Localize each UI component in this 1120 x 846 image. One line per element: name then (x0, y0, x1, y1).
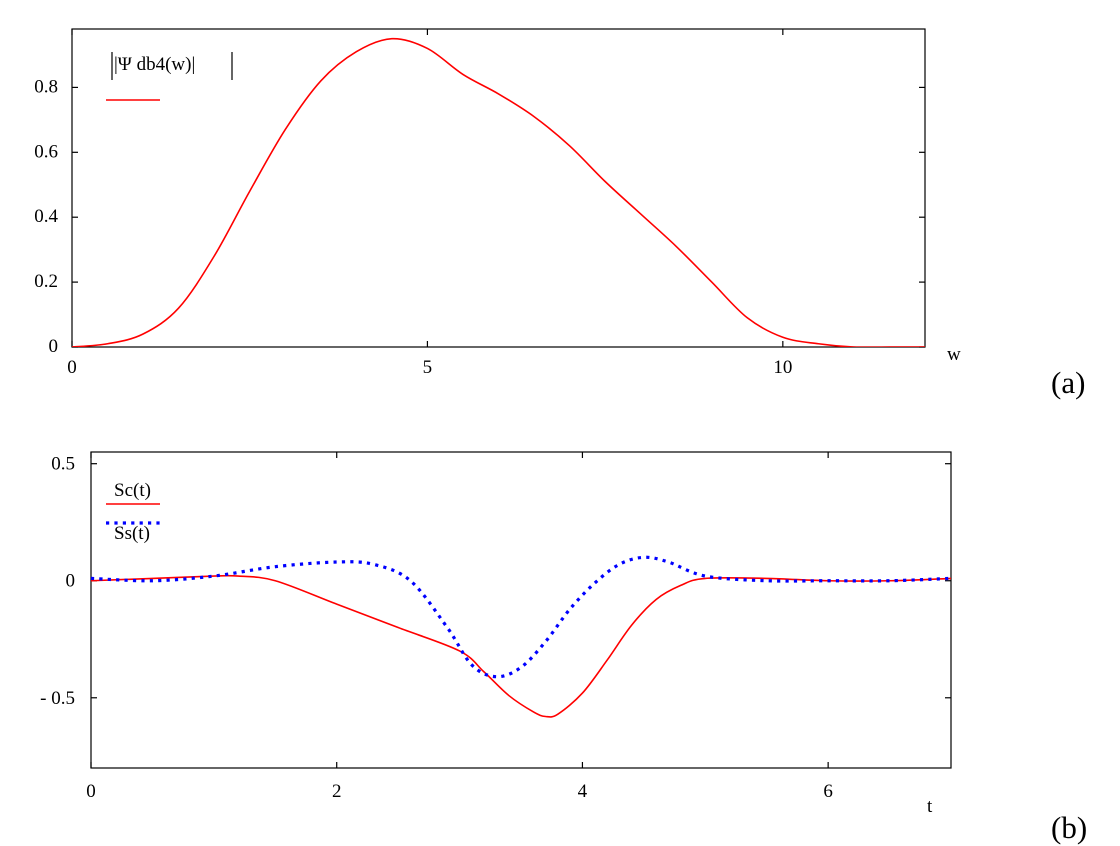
data-point (746, 317, 748, 319)
x-tick-label: 2 (332, 781, 342, 802)
plot-panel-a: 0 5 10 0 0.2 0.4 0.6 0.8 w |Ψ db4(w)| (34, 28, 961, 378)
data-point (643, 557, 645, 559)
data-point (462, 74, 464, 76)
plot-panel-b: 0 2 4 6 - 0.5 0 0.5 t Sc(t) Ss(t) (40, 451, 952, 817)
data-point (142, 333, 144, 335)
data-point (152, 580, 154, 582)
data-point (618, 564, 620, 566)
panel-label-b: (b) (1051, 810, 1087, 845)
data-point (680, 585, 682, 587)
data-point (675, 246, 677, 248)
plot-frame (71, 28, 926, 348)
data-point (320, 80, 322, 82)
data-point (498, 93, 500, 95)
data-point (640, 213, 642, 215)
y-tick-label: 0 (49, 336, 59, 357)
data-point (704, 575, 706, 577)
y-tick-label: 0.5 (51, 454, 75, 475)
data-point (533, 116, 535, 118)
data-point (668, 561, 670, 563)
data-point (631, 624, 633, 626)
series-line--db4-w- (72, 37, 925, 347)
x-tick-label: 4 (578, 781, 588, 802)
data-point (711, 281, 713, 283)
data-point (569, 145, 571, 147)
data-point (373, 564, 375, 566)
legend-label: |Ψ db4(w)| (114, 54, 195, 75)
data-point (606, 660, 608, 662)
plot-frame (90, 451, 952, 769)
data-point (238, 575, 240, 577)
data-point (704, 578, 706, 580)
panel-label-a: (a) (1051, 365, 1085, 400)
data-point (249, 190, 251, 192)
data-point (274, 580, 276, 582)
data-point (557, 713, 559, 715)
data-point (520, 667, 522, 669)
data-point (827, 580, 829, 582)
legend-label: Ss(t) (114, 523, 150, 544)
legend-label: Sc(t) (114, 480, 151, 501)
data-point (178, 307, 180, 309)
y-tick-label: 0.6 (34, 141, 58, 162)
data-point (766, 578, 768, 580)
y-tick-label: 0 (66, 571, 76, 592)
data-point (508, 695, 510, 697)
data-point (391, 38, 393, 40)
data-point (152, 578, 154, 580)
data-point (545, 641, 547, 643)
data-point (532, 711, 534, 713)
y-tick-label: 0.4 (34, 206, 58, 227)
series-line-sc-t- (91, 574, 951, 718)
data-point (483, 671, 485, 673)
data-point (569, 608, 571, 610)
x-tick-label: 0 (86, 781, 96, 802)
x-tick-label: 0 (67, 357, 77, 378)
y-tick-label: 0.8 (34, 76, 58, 97)
x-axis-label: w (947, 344, 961, 365)
y-tick-label: 0.2 (34, 271, 58, 292)
x-tick-label: 5 (423, 357, 433, 378)
x-tick-label: 10 (773, 357, 792, 378)
data-point (284, 129, 286, 131)
data-point (446, 627, 448, 629)
data-point (766, 580, 768, 582)
x-tick-label: 6 (823, 781, 833, 802)
data-point (818, 343, 820, 345)
data-point (496, 676, 498, 678)
y-tick-label: - 0.5 (40, 688, 75, 709)
data-point (782, 336, 784, 338)
data-point (594, 582, 596, 584)
data-point (213, 575, 215, 577)
data-point (545, 716, 547, 718)
data-point (274, 566, 276, 568)
data-point (471, 664, 473, 666)
data-point (410, 580, 412, 582)
data-point (397, 627, 399, 629)
data-point (336, 603, 338, 605)
data-point (336, 561, 338, 563)
data-point (459, 650, 461, 652)
data-point (604, 181, 606, 183)
data-point (889, 580, 891, 582)
data-point (107, 343, 109, 345)
data-point (427, 48, 429, 50)
data-point (356, 51, 358, 53)
data-point (655, 599, 657, 601)
data-point (213, 255, 215, 257)
x-axis-label: t (927, 796, 933, 817)
data-point (582, 692, 584, 694)
